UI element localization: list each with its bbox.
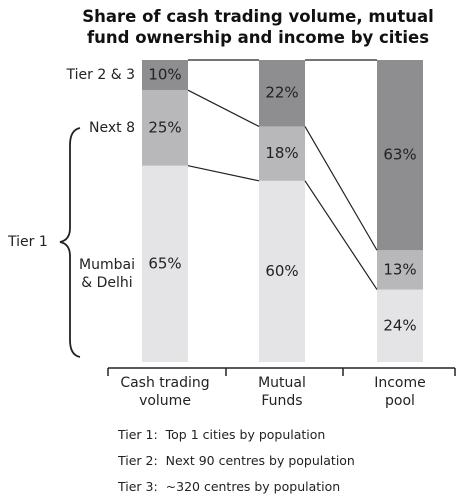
value-label: 10% <box>148 66 181 84</box>
note: Tier 1: Top 1 cities by population <box>118 427 326 442</box>
value-label: 18% <box>265 144 298 162</box>
legend-label: Tier 2 & 3 <box>66 67 135 84</box>
brace <box>59 127 81 358</box>
bar-segment <box>259 180 305 362</box>
x-tick-label: Income pool <box>374 375 426 409</box>
note: Tier 3: ~320 centres by population <box>118 479 341 494</box>
x-tick-label: Mutual Funds <box>258 375 306 409</box>
bar-segment <box>259 126 305 181</box>
connector <box>304 126 378 251</box>
value-label: 22% <box>265 84 298 102</box>
value-label: 24% <box>383 316 416 334</box>
legend-label: Mumbai & Delhi <box>79 256 135 291</box>
connector <box>187 89 260 127</box>
note: Tier 2: Next 90 centres by population <box>118 453 355 468</box>
connector <box>304 180 378 290</box>
x-tick-label: Cash trading volume <box>120 375 210 409</box>
bar-segment <box>142 165 188 362</box>
value-label: 63% <box>383 146 416 164</box>
bar-segment <box>377 60 423 251</box>
connector <box>187 165 260 182</box>
group-label: Tier 1 <box>7 234 48 250</box>
bar-segment <box>142 90 188 166</box>
value-label: 65% <box>148 254 181 272</box>
chart-title: Share of cash trading volume, mutual fun… <box>82 7 434 47</box>
legend-label: Next 8 <box>89 119 135 136</box>
bar-segment <box>259 60 305 127</box>
bar-segment <box>377 250 423 290</box>
bar-segment <box>377 289 423 362</box>
value-label: 13% <box>383 260 416 278</box>
value-label: 25% <box>148 118 181 136</box>
bar-segment <box>142 60 188 91</box>
value-label: 60% <box>265 262 298 280</box>
